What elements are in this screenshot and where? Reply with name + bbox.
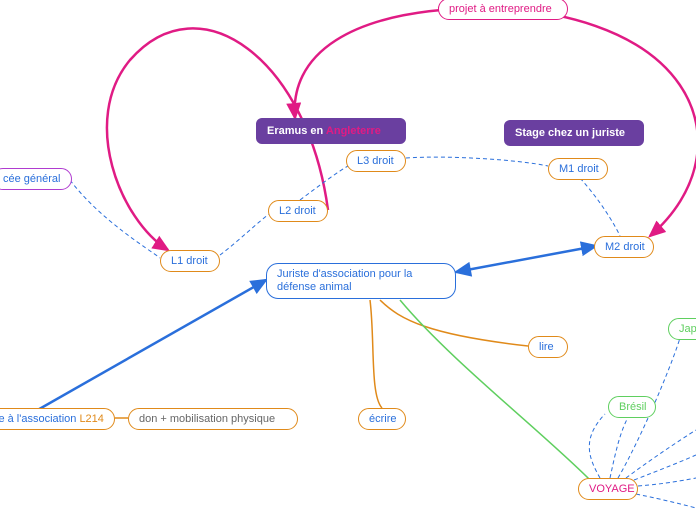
edge (580, 178, 620, 236)
node-label: cée général (3, 173, 61, 185)
node-label: L1 droit (171, 255, 208, 267)
node-label: écrire (369, 413, 397, 425)
node-lycee[interactable]: cée général (0, 168, 72, 190)
node-label-2: Angleterre (326, 125, 381, 137)
node-label: Eramus en (267, 125, 326, 137)
node-label: don + mobilisation physique (139, 413, 275, 425)
edge (456, 246, 596, 272)
node-stage[interactable]: Stage chez un juriste (504, 120, 644, 146)
edge (70, 180, 160, 258)
edge (634, 455, 696, 480)
node-m2[interactable]: M2 droit (594, 236, 654, 258)
node-label: M2 droit (605, 241, 645, 253)
node-label: L2 droit (279, 205, 316, 217)
node-eramus[interactable]: Eramus en Angleterre (256, 118, 406, 144)
edge (300, 165, 350, 200)
node-lire[interactable]: lire (528, 336, 568, 358)
edge (406, 157, 548, 166)
node-label-2: L214 (79, 413, 103, 425)
edge (400, 300, 590, 480)
node-label: le à l'association (0, 413, 79, 425)
edge (638, 478, 696, 486)
node-don[interactable]: don + mobilisation physique (128, 408, 298, 430)
edge (636, 494, 696, 508)
edge (610, 414, 630, 478)
node-label: Japo (679, 323, 696, 335)
node-assoc[interactable]: le à l'association L214 (0, 408, 115, 430)
node-l2[interactable]: L2 droit (268, 200, 328, 222)
edge (380, 300, 528, 346)
node-l1[interactable]: L1 droit (160, 250, 220, 272)
node-juriste[interactable]: Juriste d'association pour la défense an… (266, 263, 456, 299)
node-voyage[interactable]: VOYAGE (578, 478, 638, 500)
node-japon[interactable]: Japo (668, 318, 696, 340)
edge (295, 8, 504, 118)
node-label: projet à entreprendre (449, 3, 552, 15)
node-label: VOYAGE (589, 483, 635, 495)
node-projet[interactable]: projet à entreprendre (438, 0, 568, 20)
edge (20, 280, 266, 420)
node-l3[interactable]: L3 droit (346, 150, 406, 172)
node-bresil[interactable]: Brésil (608, 396, 656, 418)
node-label: lire (539, 341, 554, 353)
node-label: Brésil (619, 401, 647, 413)
node-label: Stage chez un juriste (515, 127, 625, 139)
edge (626, 430, 696, 478)
node-label: Juriste d'association pour la défense an… (277, 268, 412, 293)
node-m1[interactable]: M1 droit (548, 158, 608, 180)
edge-layer (0, 0, 696, 520)
edge (220, 212, 272, 255)
node-label: L3 droit (357, 155, 394, 167)
edge (370, 300, 382, 408)
node-ecrire[interactable]: écrire (358, 408, 406, 430)
node-label: M1 droit (559, 163, 599, 175)
edge (589, 414, 605, 478)
